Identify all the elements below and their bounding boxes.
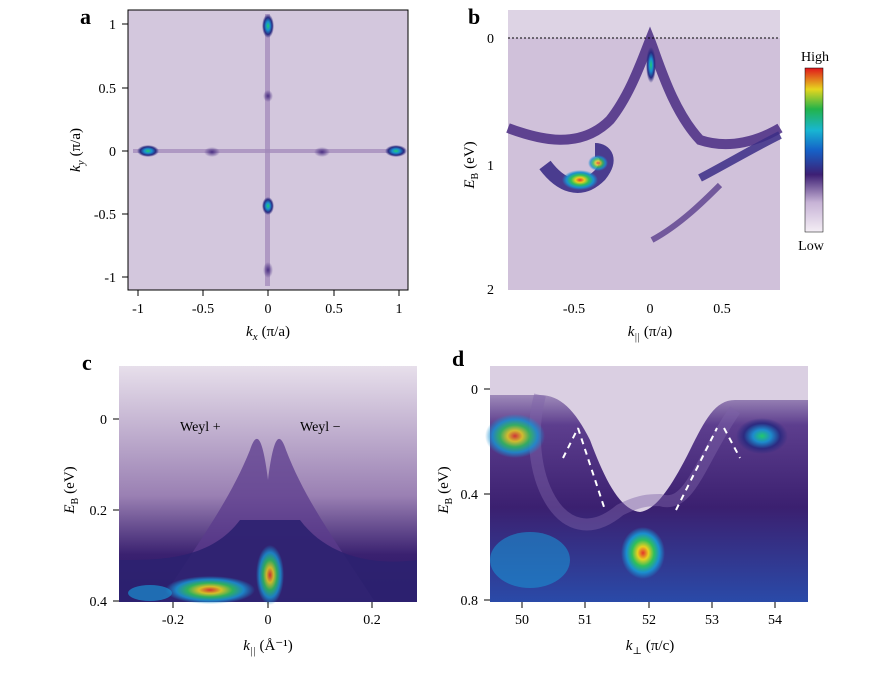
c-xtick-2: 0: [265, 613, 272, 628]
guide-line-3: [675, 427, 718, 511]
panel-b-label: b: [468, 4, 480, 29]
b-ytick-3: 2: [487, 283, 494, 298]
hotspot-c-center: [256, 545, 284, 605]
b-ytick-2: 1: [487, 159, 494, 174]
b-xtick-3: 0.5: [713, 302, 731, 317]
c-xtick-1: -0.2: [162, 613, 184, 628]
a-xtick-1: -1: [132, 302, 144, 317]
gap-region: [490, 366, 808, 512]
panel-d-yaxis: 0 0.4 0.8: [461, 383, 490, 609]
panel-a-yaxis: 1 0.5 0 -0.5 -1: [94, 18, 128, 286]
a-ylabel: ky(π/a): [68, 128, 87, 172]
c-ytick-1: 0: [100, 413, 107, 428]
band-left-lobe: [539, 143, 614, 193]
spot-lower: [262, 197, 274, 215]
hotspot-b: [562, 170, 598, 190]
kx-streak: [133, 149, 405, 153]
c-ytick-3: 0.4: [90, 595, 108, 610]
d-ytick-3: 0.8: [461, 594, 479, 609]
spot-right-weak: [314, 147, 330, 157]
colorbar-high-label: High: [801, 50, 829, 65]
spot-left-weak: [204, 147, 220, 157]
a-xlabel: kx (π/a): [246, 324, 290, 343]
guide-line-1: [562, 427, 579, 459]
a-xtick-3: 0: [265, 302, 272, 317]
panel-a: a 1 0.5 0 -0.5 -1: [68, 4, 409, 343]
hotspot-d-center: [621, 527, 665, 579]
d-xtick-4: 53: [705, 613, 719, 628]
guide-line-2: [577, 427, 606, 511]
b-ylabel: EB(eV): [462, 141, 481, 189]
c-ytick-2: 0.2: [90, 504, 108, 519]
a-xtick-2: -0.5: [192, 302, 214, 317]
a-xtick-5: 1: [396, 302, 403, 317]
a-ytick-2: 0.5: [99, 82, 117, 97]
b-xtick-2: 0: [647, 302, 654, 317]
a-xtick-4: 0.5: [325, 302, 343, 317]
panel-b-xaxis: -0.5 0 0.5: [563, 302, 731, 317]
c-xlabel: k|| (Å⁻¹): [243, 638, 292, 657]
guide-line-4: [723, 427, 741, 459]
colorbar-low-label: Low: [798, 239, 825, 254]
a-ytick-5: -1: [104, 271, 116, 286]
hotspot-d-right: [736, 418, 788, 454]
panel-b: b 0 1 2 -0.5 0 0.5 k|| (π/a) EB(eV): [462, 4, 783, 343]
panel-c-xaxis: -0.2 0 0.2: [162, 602, 381, 628]
panel-d-label: d: [452, 346, 464, 371]
spot-top: [262, 14, 274, 38]
d-xtick-3: 52: [642, 613, 656, 628]
colorbar: High Low: [798, 50, 829, 254]
a-ytick-1: 1: [109, 18, 116, 33]
colorbar-gradient: [804, 67, 824, 233]
b-xtick-1: -0.5: [563, 302, 585, 317]
spot-left: [137, 145, 159, 157]
hotspot-d-left: [485, 414, 545, 458]
panel-a-xaxis: -1 -0.5 0 0.5 1: [132, 290, 403, 317]
c-ylabel: EB(eV): [62, 466, 81, 514]
apex-b: [646, 47, 656, 83]
panel-c-label: c: [82, 350, 92, 375]
d-xtick-1: 50: [515, 613, 529, 628]
panel-c: c Weyl + Weyl − 0 0.2 0.4 -0.2 0 0.2 k||…: [62, 350, 417, 657]
panel-c-yaxis: 0 0.2 0.4: [90, 413, 119, 610]
panel-b-yaxis: 0 1 2: [487, 32, 494, 298]
panel-d: d 0 0.4 0.8 50 51 52 5: [436, 346, 808, 657]
d-xtick-2: 51: [578, 613, 592, 628]
panel-a-label: a: [80, 4, 91, 29]
d-ytick-1: 0: [471, 383, 478, 398]
c-xtick-3: 0.2: [363, 613, 381, 628]
spot-upper-weak: [263, 90, 273, 102]
d-ytick-2: 0.4: [461, 488, 479, 503]
weyl-minus-label: Weyl −: [300, 420, 341, 435]
b-ytick-1: 0: [487, 32, 494, 47]
hotspot-c-left: [165, 576, 255, 604]
d-ylabel: EB(eV): [436, 466, 455, 514]
b-xlabel: k|| (π/a): [628, 324, 673, 343]
spot-bottom-weak: [263, 262, 273, 278]
weyl-plus-label: Weyl +: [180, 420, 221, 435]
d-xlabel: k⊥ (π/c): [626, 638, 674, 657]
a-ytick-4: -0.5: [94, 208, 116, 223]
d-xtick-5: 54: [768, 613, 782, 628]
panel-d-xaxis: 50 51 52 53 54: [515, 602, 782, 628]
band-v: [506, 26, 783, 150]
a-ytick-3: 0: [109, 145, 116, 160]
spot-right: [385, 145, 407, 157]
